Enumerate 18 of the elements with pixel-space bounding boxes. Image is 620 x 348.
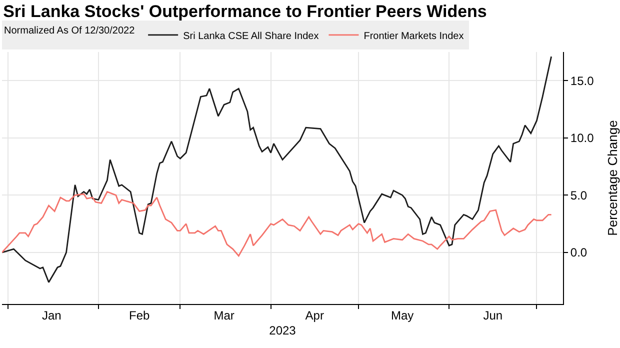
- legend-label: Sri Lanka CSE All Share Index: [183, 30, 319, 42]
- x-tick-label: May: [390, 308, 414, 322]
- x-tick-label: Jun: [483, 308, 503, 322]
- x-axis-title: 2023: [269, 323, 296, 338]
- y-axis-title: Percentage Change: [605, 120, 620, 236]
- line-series: [2, 56, 552, 283]
- y-tick-label: 0.0: [570, 246, 588, 260]
- chart-title: Sri Lanka Stocks' Outperformance to Frontier Peers Widens: [3, 2, 487, 22]
- x-tick-label: Apr: [305, 308, 324, 322]
- line-series: [2, 191, 552, 257]
- x-tick-label: Jan: [42, 308, 62, 322]
- y-tick-label: 15.0: [570, 74, 594, 88]
- legend-title: Normalized As Of 12/30/2022: [4, 25, 136, 36]
- x-tick-label: Feb: [128, 308, 150, 322]
- x-tick-label: Mar: [214, 308, 234, 322]
- y-tick-label: 5.0: [570, 188, 588, 202]
- legend-label: Frontier Markets Index: [364, 30, 464, 42]
- y-tick-label: 10.0: [570, 131, 594, 146]
